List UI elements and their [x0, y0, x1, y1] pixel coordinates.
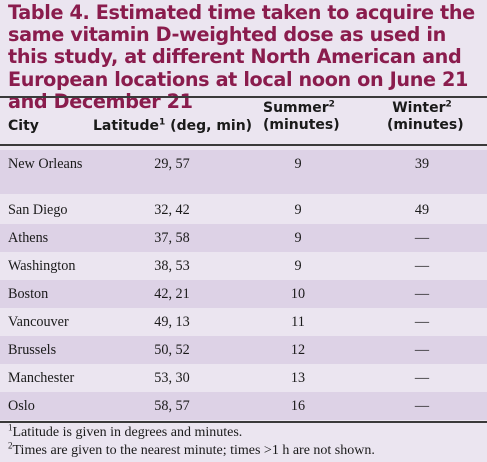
footnote-1: 1Latitude is given in degrees and minute…	[8, 422, 243, 441]
header-city: City	[8, 118, 39, 134]
city-cell: New Orleans	[8, 156, 83, 172]
city-cell: Brussels	[8, 342, 57, 358]
latitude-cell: 38, 53	[154, 258, 190, 274]
table-row: Washington 38, 53 9 —	[0, 252, 487, 280]
table-row: Brussels 50, 52 12 —	[0, 336, 487, 364]
city-cell: Manchester	[8, 370, 75, 386]
footnote-2-text: Times are given to the nearest minute; t…	[12, 443, 375, 458]
winter-cell: 49	[414, 202, 430, 218]
winter-cell: —	[414, 398, 430, 414]
summer-cell: 9	[294, 258, 302, 274]
header-latitude-footnote-marker: 1	[159, 117, 166, 128]
header-summer: Summer2 (minutes)	[263, 99, 340, 134]
header-summer-unit: (minutes)	[263, 117, 340, 133]
summer-cell: 13	[290, 370, 306, 386]
winter-cell: —	[414, 342, 430, 358]
header-latitude-label: Latitude	[93, 118, 160, 134]
header-latitude-unit: (deg, min)	[165, 118, 253, 134]
header-rule	[0, 144, 487, 146]
latitude-cell: 53, 30	[154, 370, 190, 386]
city-cell: Athens	[8, 230, 49, 246]
latitude-cell: 37, 58	[154, 230, 190, 246]
latitude-cell: 58, 57	[154, 398, 190, 414]
bottom-rule	[0, 421, 487, 423]
header-winter-footnote-marker: 2	[445, 99, 452, 110]
latitude-cell: 49, 13	[154, 314, 190, 330]
winter-cell: —	[414, 314, 430, 330]
summer-cell: 11	[291, 314, 305, 330]
winter-cell: 39	[414, 156, 430, 172]
footnote-1-text: Latitude is given in degrees and minutes…	[12, 425, 243, 440]
top-rule	[0, 96, 487, 98]
summer-cell: 12	[290, 342, 306, 358]
summer-cell: 16	[290, 398, 306, 414]
header-summer-label: Summer	[263, 100, 329, 116]
city-cell: Vancouver	[8, 314, 69, 330]
summer-cell: 9	[294, 230, 302, 246]
city-cell: Oslo	[8, 398, 35, 414]
header-winter-label: Winter	[392, 100, 446, 116]
latitude-cell: 32, 42	[154, 202, 190, 218]
header-winter: Winter2 (minutes)	[387, 99, 464, 134]
city-cell: Washington	[8, 258, 76, 274]
summer-cell: 9	[294, 156, 302, 172]
table-row: Vancouver 49, 13 11 —	[0, 308, 487, 336]
city-cell: San Diego	[8, 202, 68, 218]
header-summer-footnote-marker: 2	[328, 99, 335, 110]
header-winter-unit: (minutes)	[387, 117, 464, 133]
winter-cell: —	[414, 258, 430, 274]
table-title: Table 4. Estimated time taken to acquire…	[8, 1, 475, 113]
table-row: San Diego 32, 42 9 49	[0, 196, 487, 224]
footnote-2-marker: 2	[8, 440, 13, 451]
table-row: Manchester 53, 30 13 —	[0, 364, 487, 392]
winter-cell: —	[414, 230, 430, 246]
table-row: Oslo 58, 57 16 —	[0, 392, 487, 420]
footnote-2: 2Times are given to the nearest minute; …	[8, 440, 375, 459]
table-row: New Orleans 29, 57 9 39	[0, 150, 487, 194]
winter-cell: —	[414, 370, 430, 386]
table-row: Athens 37, 58 9 —	[0, 224, 487, 252]
summer-cell: 9	[294, 202, 302, 218]
latitude-cell: 42, 21	[154, 286, 190, 302]
winter-cell: —	[414, 286, 430, 302]
latitude-cell: 29, 57	[154, 156, 190, 172]
footnote-1-marker: 1	[8, 422, 13, 433]
table-row: Boston 42, 21 10 —	[0, 280, 487, 308]
header-latitude: Latitude1 (deg, min)	[93, 118, 252, 135]
city-cell: Boston	[8, 286, 49, 302]
summer-cell: 10	[290, 286, 306, 302]
latitude-cell: 50, 52	[154, 342, 190, 358]
